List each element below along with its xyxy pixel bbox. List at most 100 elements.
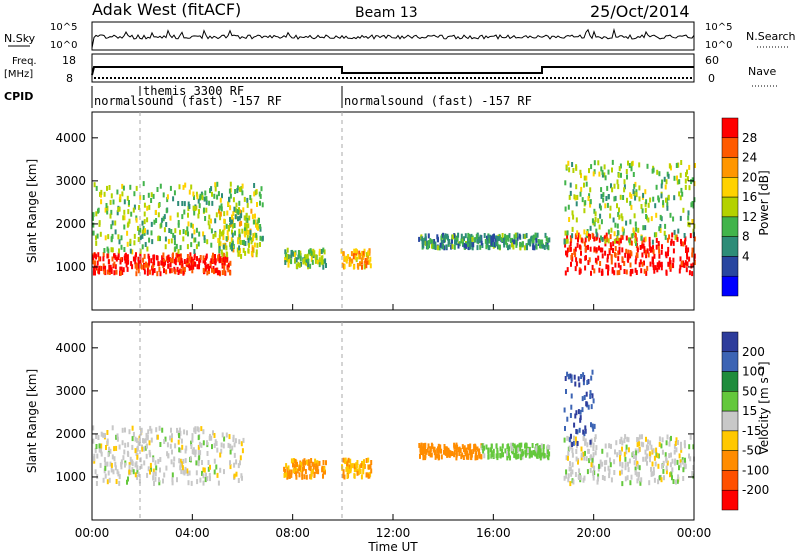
data-cell (601, 172, 604, 178)
data-cell (128, 469, 131, 475)
data-cell (251, 214, 254, 220)
data-cell (127, 452, 130, 457)
data-cell (163, 259, 166, 265)
data-cell (233, 452, 236, 458)
data-cell (238, 439, 241, 445)
data-cell (592, 475, 595, 481)
data-cell (216, 181, 219, 187)
data-cell (573, 374, 576, 380)
data-cell (131, 436, 134, 442)
data-cell (596, 479, 599, 485)
data-cell (601, 268, 604, 274)
data-cell (444, 233, 447, 239)
data-cell (120, 244, 123, 250)
data-cell (657, 195, 660, 201)
data-cell (112, 199, 115, 205)
data-cell (195, 191, 198, 197)
data-cell (578, 475, 580, 480)
data-cell (446, 452, 449, 458)
data-cell (367, 259, 370, 265)
data-cell (103, 457, 106, 463)
data-cell (232, 197, 235, 203)
data-cell (193, 261, 196, 267)
data-cell (515, 242, 518, 248)
data-cell (345, 466, 348, 472)
data-cell (170, 437, 173, 443)
data-cell (196, 256, 198, 262)
data-cell (638, 196, 641, 202)
data-cell (323, 249, 326, 255)
data-cell (623, 269, 626, 274)
data-cell (150, 466, 152, 472)
data-cell (243, 227, 246, 233)
data-cell (651, 461, 654, 467)
data-cell (632, 189, 635, 195)
data-cell (186, 226, 189, 232)
data-cell (177, 220, 180, 225)
data-cell (539, 239, 542, 245)
data-cell (457, 243, 460, 249)
data-cell (654, 265, 657, 271)
data-cell (174, 246, 177, 252)
data-cell (569, 373, 572, 379)
data-cell (198, 260, 201, 266)
data-cell (661, 463, 663, 469)
data-cell (176, 252, 179, 258)
data-cell (230, 237, 233, 243)
data-cell (221, 270, 224, 276)
data-cell (199, 255, 202, 260)
data-cell (535, 237, 538, 243)
data-cell (636, 442, 639, 448)
data-cell (363, 463, 366, 469)
data-cell (603, 235, 606, 241)
data-cell (666, 434, 669, 440)
data-cell (234, 214, 237, 220)
data-cell (345, 258, 348, 264)
data-cell (165, 269, 168, 275)
data-cell (566, 416, 569, 422)
data-cell (577, 232, 580, 238)
data-cell (454, 239, 456, 245)
data-cell (688, 444, 691, 450)
data-cell (601, 475, 604, 480)
data-cell (419, 447, 422, 453)
data-cell (600, 187, 603, 193)
data-cell (580, 250, 582, 256)
data-cell (569, 466, 572, 472)
data-cell (584, 237, 587, 243)
data-cell (653, 455, 656, 461)
data-cell (547, 245, 550, 251)
data-cell (571, 469, 574, 475)
data-cell (150, 198, 153, 203)
data-cell (181, 263, 184, 269)
data-cell (570, 393, 573, 399)
data-cell (167, 453, 170, 459)
data-cell (654, 461, 657, 467)
data-cell (146, 205, 149, 211)
data-cell (655, 232, 658, 238)
data-cell (624, 465, 627, 471)
data-cell (501, 443, 504, 449)
data-cell (127, 476, 129, 482)
data-cell (574, 266, 577, 272)
data-cell (682, 241, 685, 247)
data-cell (574, 436, 577, 442)
data-cell (571, 226, 574, 232)
data-cell (653, 268, 656, 274)
data-cell (243, 215, 246, 221)
data-cell (694, 163, 696, 168)
data-cell (114, 461, 117, 467)
data-cell (167, 254, 170, 260)
data-cell (248, 229, 251, 235)
freq-tick-right-bottom: 0 (708, 72, 715, 85)
data-cell (633, 460, 636, 466)
freq-label-line2: [MHz] (4, 69, 33, 80)
data-cell (161, 427, 164, 433)
data-cell (233, 462, 236, 468)
data-cell (683, 440, 686, 446)
data-cell (626, 436, 629, 442)
time-xlabel: Time UT (367, 540, 418, 554)
data-cell (473, 444, 476, 450)
data-cell (547, 444, 549, 450)
data-cell (685, 245, 688, 251)
